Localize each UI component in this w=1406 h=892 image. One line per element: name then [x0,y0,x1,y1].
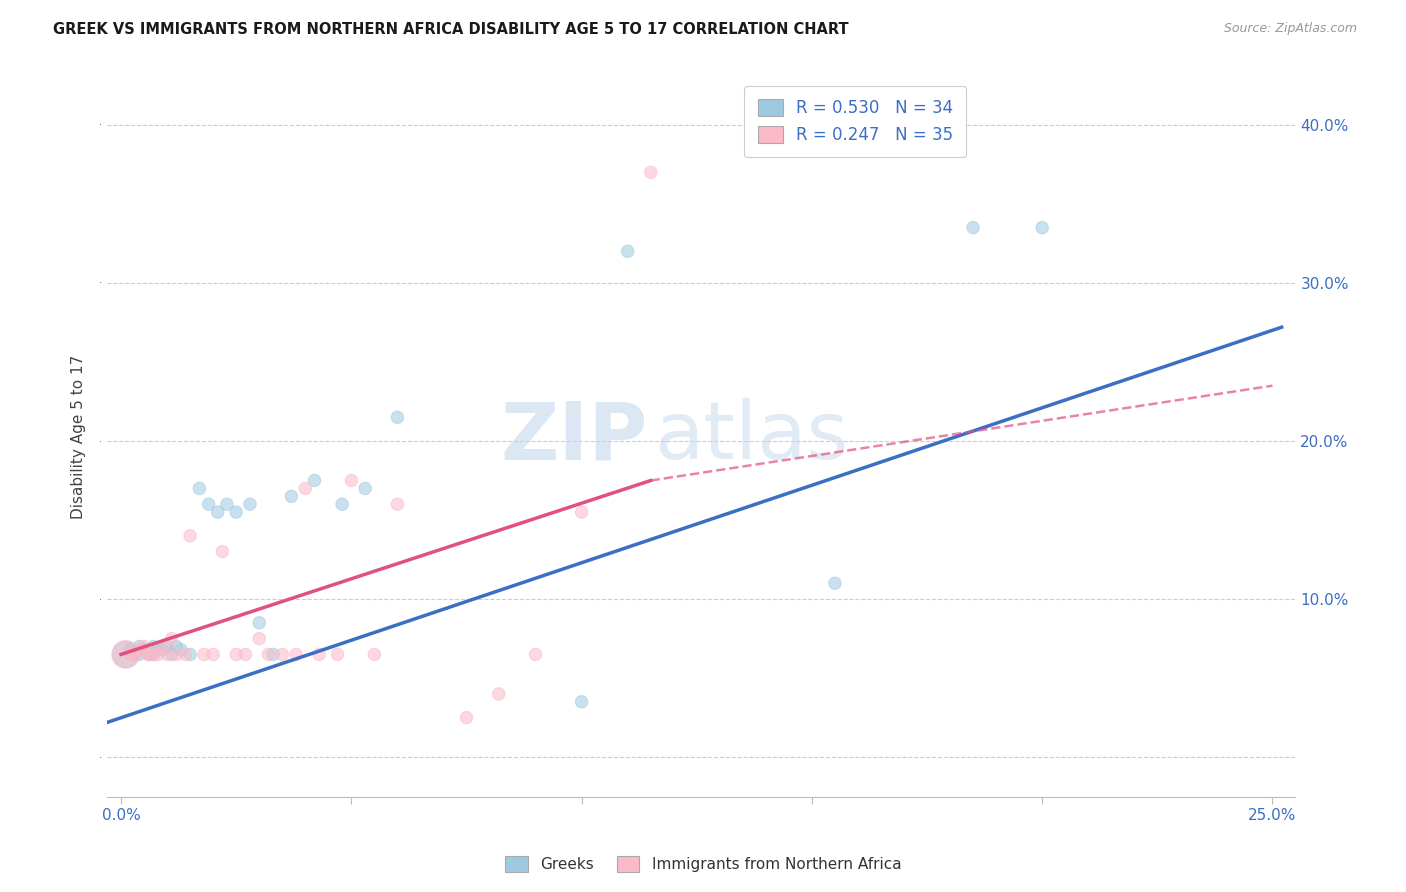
Point [387,410,409,425]
Point [262,648,284,662]
Point [235,648,257,662]
Point [211,544,233,558]
Point [1031,220,1053,235]
Point [257,648,280,662]
Point [640,165,662,179]
Point [120,648,142,662]
Point [152,640,174,654]
Point [138,648,160,662]
Point [132,640,155,654]
Point [239,497,262,511]
Point [524,648,547,662]
Point [824,576,846,591]
Text: atlas: atlas [654,398,848,476]
Point [456,711,478,725]
Point [156,648,179,662]
Point [146,648,169,662]
Point [285,648,308,662]
Point [363,648,385,662]
Point [247,615,270,630]
Point [304,474,326,488]
Point [962,220,984,235]
Legend: Greeks, Immigrants from Northern Africa: Greeks, Immigrants from Northern Africa [498,848,908,880]
Point [326,648,349,662]
Point [571,505,593,519]
Point [142,648,165,662]
Point [225,505,247,519]
Point [280,489,302,503]
Point [138,648,160,662]
Point [387,497,409,511]
Point [128,648,150,662]
Point [152,642,174,657]
Point [202,648,225,662]
Point [188,482,211,496]
Point [354,482,377,496]
Point [120,642,142,657]
Legend: R = 0.530   N = 34, R = 0.247   N = 35: R = 0.530 N = 34, R = 0.247 N = 35 [744,86,966,157]
Point [165,640,187,654]
Point [340,474,363,488]
Point [170,642,193,657]
Point [571,695,593,709]
Point [124,648,146,662]
Point [146,642,169,657]
Point [488,687,510,701]
Point [142,640,165,654]
Point [247,632,270,646]
Point [165,648,187,662]
Point [160,648,183,662]
Point [616,244,638,259]
Point [132,642,155,657]
Point [197,497,219,511]
Point [308,648,330,662]
Point [142,648,165,662]
Point [207,505,229,519]
Point [114,648,136,662]
Point [179,648,201,662]
Point [128,640,150,654]
Point [294,482,316,496]
Point [160,632,183,646]
Point [128,642,150,657]
Text: ZIP: ZIP [501,398,648,476]
Point [225,648,247,662]
Point [124,648,146,662]
Text: Source: ZipAtlas.com: Source: ZipAtlas.com [1223,22,1357,36]
Y-axis label: Disability Age 5 to 17: Disability Age 5 to 17 [72,355,86,519]
Point [114,648,136,662]
Point [179,529,201,543]
Point [330,497,353,511]
Point [271,648,294,662]
Point [174,648,197,662]
Point [215,497,238,511]
Point [138,648,160,662]
Point [156,640,179,654]
Text: GREEK VS IMMIGRANTS FROM NORTHERN AFRICA DISABILITY AGE 5 TO 17 CORRELATION CHAR: GREEK VS IMMIGRANTS FROM NORTHERN AFRICA… [53,22,849,37]
Point [193,648,215,662]
